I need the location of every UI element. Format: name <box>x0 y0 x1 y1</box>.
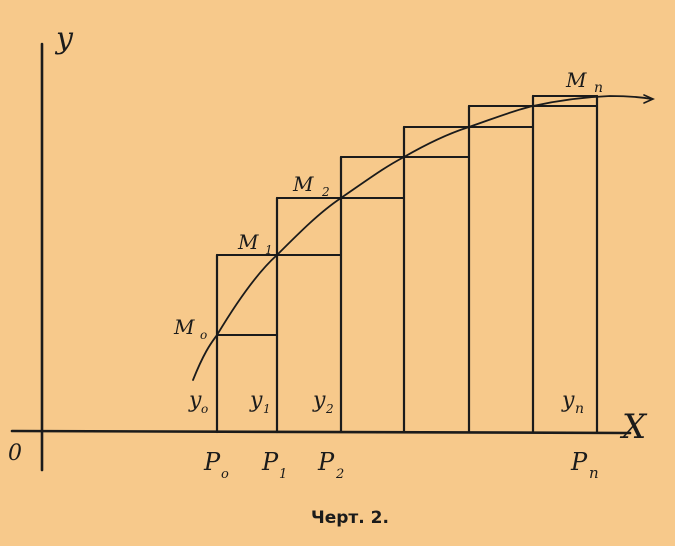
svg-text:y: y <box>561 388 575 413</box>
point-label-mn: M n <box>565 68 603 96</box>
svg-text:1: 1 <box>279 467 287 482</box>
svg-text:P: P <box>203 448 221 476</box>
svg-text:2: 2 <box>321 185 330 199</box>
svg-text:2: 2 <box>335 467 344 482</box>
svg-text:1: 1 <box>263 402 271 416</box>
svg-text:y: y <box>312 388 326 413</box>
svg-text:2: 2 <box>325 402 334 416</box>
abscissa-label-p0: P o <box>203 448 229 482</box>
function-curve <box>192 95 653 381</box>
abscissa-label-pn: P n <box>570 448 599 482</box>
svg-text:n: n <box>594 80 603 96</box>
svg-text:P: P <box>570 448 588 476</box>
abscissa-label-p2: P 2 <box>317 448 344 482</box>
abscissa-label-p1: P 1 <box>261 448 287 482</box>
y-axis-label: y <box>54 21 74 56</box>
svg-text:M: M <box>173 315 195 339</box>
svg-text:o: o <box>200 328 207 342</box>
svg-text:y: y <box>188 388 202 413</box>
point-label-m0: M o <box>173 315 207 342</box>
svg-text:n: n <box>589 464 599 482</box>
svg-text:o: o <box>201 402 208 416</box>
point-label-m2: M 2 <box>292 172 330 199</box>
figure-caption: Черт. 2. <box>311 508 389 528</box>
x-axis <box>10 429 632 435</box>
svg-text:M: M <box>292 172 314 196</box>
svg-text:1: 1 <box>265 243 273 257</box>
ordinate-label-y1: y 1 <box>249 388 271 416</box>
inscribed-steps <box>216 105 598 336</box>
ordinate-label-y2: y 2 <box>312 388 334 416</box>
circumscribed-steps <box>216 95 598 256</box>
svg-text:M: M <box>237 230 259 254</box>
origin-label: 0 <box>8 441 22 466</box>
svg-text:M: M <box>565 68 587 92</box>
x-axis-label: X <box>619 407 648 447</box>
ordinate-label-y0: y o <box>188 388 208 416</box>
point-label-m1: M 1 <box>237 230 273 257</box>
ordinate-label-yn: y n <box>561 388 584 417</box>
svg-text:P: P <box>317 448 335 476</box>
svg-text:o: o <box>221 467 229 482</box>
svg-text:n: n <box>575 401 584 417</box>
ordinate-lines <box>215 94 599 434</box>
svg-text:P: P <box>261 448 279 476</box>
svg-text:y: y <box>249 388 263 413</box>
curve-arrow-icon <box>643 94 655 104</box>
